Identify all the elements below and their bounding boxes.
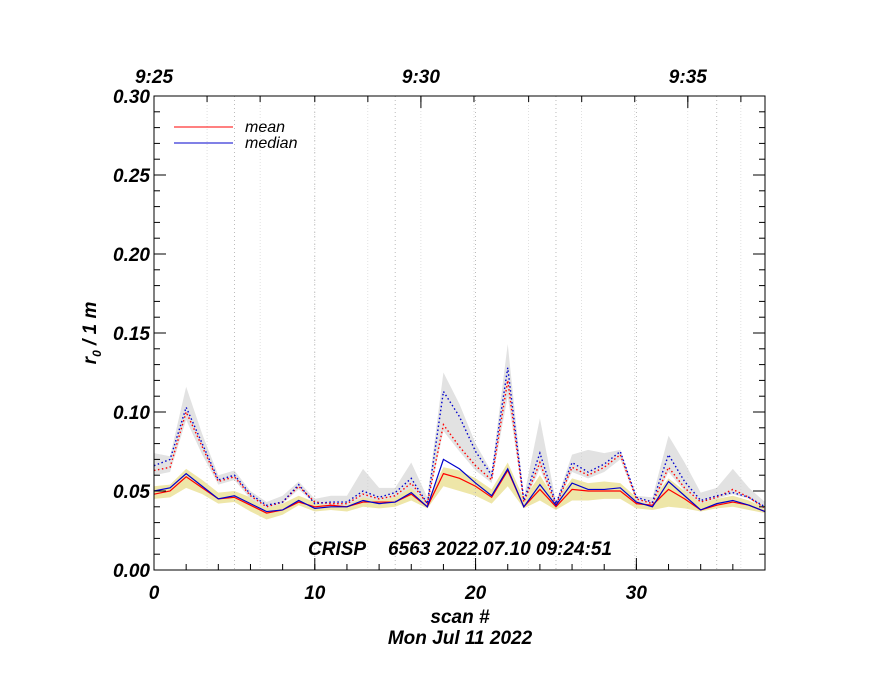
low-band-area bbox=[154, 462, 765, 520]
x-tick-label: 10 bbox=[304, 583, 326, 604]
y-tick-label: 0.30 bbox=[113, 87, 150, 108]
median-line bbox=[153, 458, 766, 513]
y-axis-title: r0 / 1 m bbox=[80, 302, 104, 365]
mean-line bbox=[153, 469, 766, 514]
y-tick-label: 0.15 bbox=[113, 324, 150, 345]
axis-ticks bbox=[153, 95, 766, 571]
instrument-label: CRISP bbox=[308, 539, 366, 560]
data-series bbox=[153, 367, 766, 514]
y-tick-label: 0.05 bbox=[113, 482, 150, 503]
time-tick-label: 9:30 bbox=[402, 67, 440, 88]
time-tick-label: 9:25 bbox=[135, 67, 173, 88]
dotted-gridlines bbox=[206, 96, 742, 570]
x-tick-label: 30 bbox=[626, 583, 648, 604]
x-tick-label: 20 bbox=[464, 583, 487, 604]
spread-bands bbox=[154, 344, 765, 520]
observation-info: 6563 2022.07.10 09:24:51 bbox=[388, 539, 612, 560]
y-tick-label: 0.10 bbox=[113, 403, 150, 424]
y-tick-label: 0.25 bbox=[113, 166, 150, 187]
x-tick-label: 0 bbox=[149, 583, 160, 604]
legend-mean-label: mean bbox=[245, 119, 285, 136]
legend-median-label: median bbox=[245, 135, 298, 152]
y-axis-title-units: / 1 m bbox=[80, 302, 101, 351]
high-band-area bbox=[154, 344, 765, 510]
mean-high-line bbox=[153, 380, 766, 509]
y-axis-title-subscript: 0 bbox=[90, 350, 104, 357]
y-tick-label: 0.00 bbox=[113, 561, 150, 582]
axis-labels: 0.00 0.05 0.10 0.15 0.20 0.25 0.30 0 10 20 30 9:25 9… bbox=[113, 67, 707, 604]
x-axis-title: scan # bbox=[430, 607, 490, 628]
legend: mean median bbox=[174, 119, 298, 152]
date-label: Mon Jul 11 2022 bbox=[388, 628, 533, 649]
y-tick-label: 0.20 bbox=[113, 245, 150, 266]
time-tick-label: 9:35 bbox=[669, 67, 707, 88]
y-axis-title-symbol: r bbox=[80, 355, 101, 364]
